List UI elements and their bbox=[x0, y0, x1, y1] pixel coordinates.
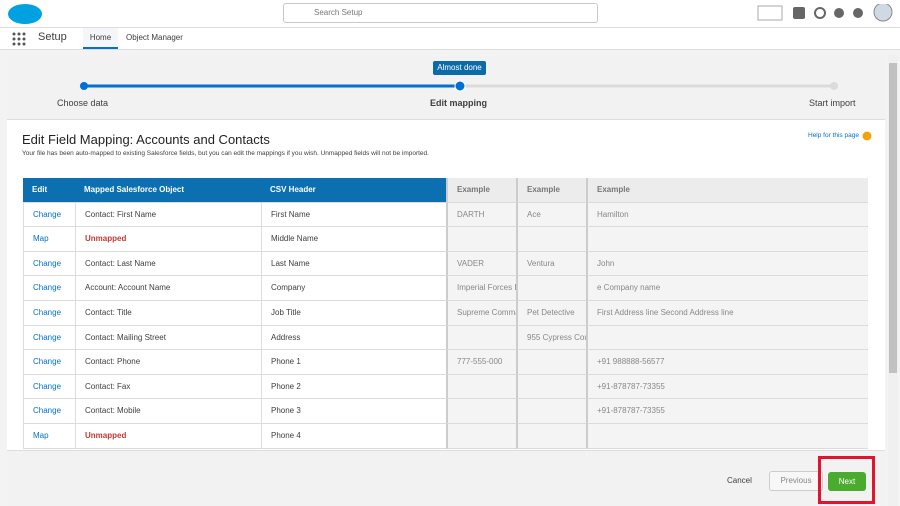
highlight-box bbox=[818, 456, 875, 504]
table-cell: Phone 3 bbox=[261, 399, 446, 424]
example-cell bbox=[516, 374, 586, 400]
progress-track bbox=[80, 80, 838, 92]
app-name: Setup bbox=[38, 31, 67, 43]
example-cell: Pet Detective bbox=[516, 301, 586, 326]
table-cell: Job Title bbox=[261, 301, 446, 326]
progress: Almost done Choose data Edit mapping Sta… bbox=[7, 55, 885, 120]
column-header: Example bbox=[516, 178, 586, 203]
table-cell: Last Name bbox=[261, 251, 446, 277]
table-cell: Unmapped bbox=[75, 424, 261, 449]
edit-link[interactable]: Change bbox=[23, 251, 75, 277]
scrollbar bbox=[888, 55, 898, 506]
example-cell bbox=[586, 424, 868, 449]
example-cell: 777-555-000 bbox=[446, 350, 516, 375]
edit-link[interactable]: Change bbox=[23, 202, 75, 228]
column-header: Example bbox=[586, 178, 868, 203]
table-cell: Contact: Fax bbox=[75, 374, 261, 400]
next-button[interactable]: Next bbox=[828, 472, 866, 491]
mapping-table: Edit Mapped Salesforce Object CSV Header Ex… bbox=[23, 178, 869, 450]
footer: Cancel Previous Next bbox=[7, 450, 885, 506]
table-cell: Phone 4 bbox=[261, 424, 446, 449]
table-cell: Company bbox=[261, 276, 446, 301]
table-cell: Contact: First Name bbox=[75, 202, 261, 228]
example-cell: VADER bbox=[446, 251, 516, 277]
table-cell: Contact: Title bbox=[75, 301, 261, 326]
example-cell: +91-878787-73355 bbox=[586, 399, 868, 424]
top-bar: Search Setup bbox=[0, 0, 900, 27]
help-icon bbox=[862, 131, 872, 141]
edit-link[interactable]: Change bbox=[23, 325, 75, 351]
previous-button[interactable]: Previous bbox=[769, 471, 823, 491]
example-cell bbox=[516, 276, 586, 301]
column-header: CSV Header bbox=[261, 178, 446, 203]
column-header: Mapped Salesforce Object bbox=[75, 178, 261, 203]
help-link[interactable]: Help for this page bbox=[808, 132, 859, 139]
example-cell: +91-878787-73355 bbox=[586, 374, 868, 400]
edit-link[interactable]: Map bbox=[23, 424, 75, 449]
table-cell: Contact: Mailing Street bbox=[75, 325, 261, 351]
column-header: Edit bbox=[23, 178, 75, 203]
example-cell: 955 Cypress Cou bbox=[516, 325, 586, 351]
example-cell bbox=[586, 227, 868, 252]
example-cell: e Company name bbox=[586, 276, 868, 301]
edit-link[interactable]: Change bbox=[23, 374, 75, 400]
example-cell: Imperial Forces E bbox=[446, 276, 516, 301]
example-cell bbox=[446, 325, 516, 351]
edit-link[interactable]: Change bbox=[23, 399, 75, 424]
step: Choose data bbox=[57, 98, 109, 108]
example-cell bbox=[516, 350, 586, 375]
edit-link[interactable]: Change bbox=[23, 350, 75, 375]
example-cell: DARTH bbox=[446, 202, 516, 228]
scroll-thumb bbox=[889, 63, 897, 373]
table-cell: Address bbox=[261, 325, 446, 351]
table-cell: Contact: Last Name bbox=[75, 251, 261, 277]
table-cell: Middle Name bbox=[261, 227, 446, 252]
table-cell: Unmapped bbox=[75, 227, 261, 252]
example-cell: Supreme Comma bbox=[446, 301, 516, 326]
step: Start import bbox=[809, 98, 856, 108]
example-cell bbox=[516, 424, 586, 449]
app-launcher[interactable] bbox=[12, 32, 26, 46]
table-cell: First Name bbox=[261, 202, 446, 228]
tab[interactable]: Home bbox=[83, 28, 118, 49]
example-cell bbox=[586, 325, 868, 351]
page-title: Edit Field Mapping: Accounts and Contact… bbox=[22, 132, 270, 147]
example-cell bbox=[446, 374, 516, 400]
example-cell bbox=[446, 424, 516, 449]
example-cell: Hamilton bbox=[586, 202, 868, 228]
table-cell: Contact: Mobile bbox=[75, 399, 261, 424]
table-cell: Phone 1 bbox=[261, 350, 446, 375]
table-cell: Contact: Phone bbox=[75, 350, 261, 375]
header-icons bbox=[757, 4, 893, 22]
logo bbox=[8, 4, 42, 24]
example-cell bbox=[516, 227, 586, 252]
edit-link[interactable]: Map bbox=[23, 227, 75, 252]
column-header: Example bbox=[446, 178, 516, 203]
example-cell bbox=[516, 399, 586, 424]
example-cell: Ace bbox=[516, 202, 586, 228]
edit-link[interactable]: Change bbox=[23, 301, 75, 326]
example-cell: John bbox=[586, 251, 868, 277]
example-cell bbox=[446, 399, 516, 424]
nav-bar: Setup Home Object Manager bbox=[0, 27, 900, 50]
tab[interactable]: Object Manager bbox=[126, 33, 183, 42]
example-cell: First Address line Second Address line bbox=[586, 301, 868, 326]
page-description: Your file has been auto-mapped to existi… bbox=[22, 150, 429, 157]
example-cell bbox=[446, 227, 516, 252]
example-cell: +91 988888-56577 bbox=[586, 350, 868, 375]
cancel-button[interactable]: Cancel bbox=[727, 476, 752, 485]
step: Edit mapping bbox=[430, 98, 487, 108]
example-cell: Ventura bbox=[516, 251, 586, 277]
search-box[interactable]: Search Setup bbox=[283, 3, 598, 23]
table-cell: Account: Account Name bbox=[75, 276, 261, 301]
edit-link[interactable]: Change bbox=[23, 276, 75, 301]
table-cell: Phone 2 bbox=[261, 374, 446, 400]
progress-badge: Almost done bbox=[433, 61, 486, 75]
